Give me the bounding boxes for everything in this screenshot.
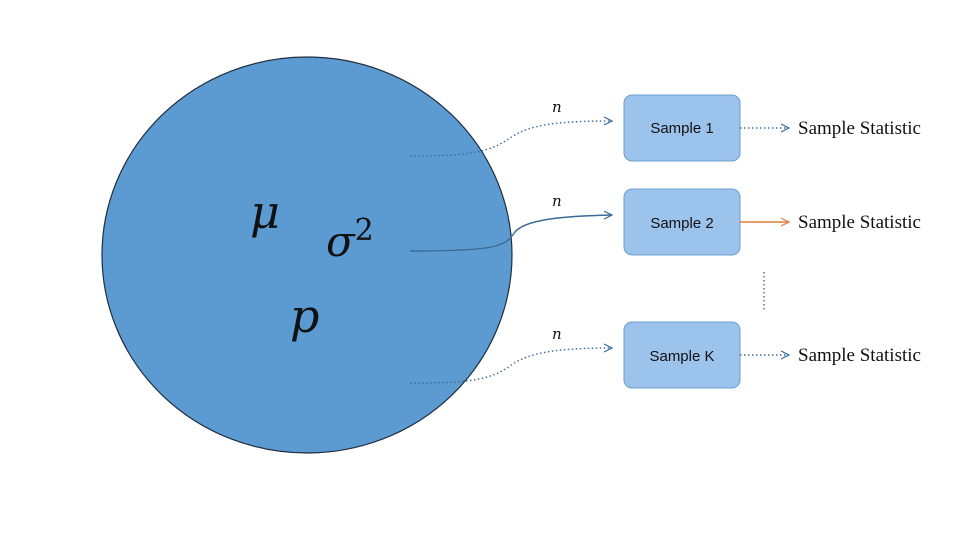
sample-k-box: Sample K — [623, 321, 741, 389]
sample-k-statistic-label: Sample Statistic — [798, 345, 921, 366]
sample-k-connector — [409, 348, 612, 384]
sample-2-box: Sample 2 — [623, 188, 741, 256]
sample-1-size-label: n — [552, 98, 562, 116]
population-circle — [101, 56, 513, 454]
sample-1-box: Sample 1 — [623, 94, 741, 162]
sample-k-size-label: n — [552, 325, 562, 343]
sample-2-connector — [409, 215, 612, 252]
sample-1-statistic-label: Sample Statistic — [798, 118, 921, 139]
sample-1-label: Sample 1 — [650, 120, 713, 137]
p-symbol: p — [290, 289, 319, 343]
sample-2-statistic-label: Sample Statistic — [798, 212, 921, 233]
sample-1-connector — [409, 121, 612, 157]
sample-2-label: Sample 2 — [650, 215, 713, 232]
sample-k-label: Sample K — [649, 348, 714, 365]
mu-symbol: μ — [250, 185, 280, 239]
sample-2-size-label: n — [552, 192, 562, 210]
sigma-symbol: σ2 — [326, 213, 374, 266]
